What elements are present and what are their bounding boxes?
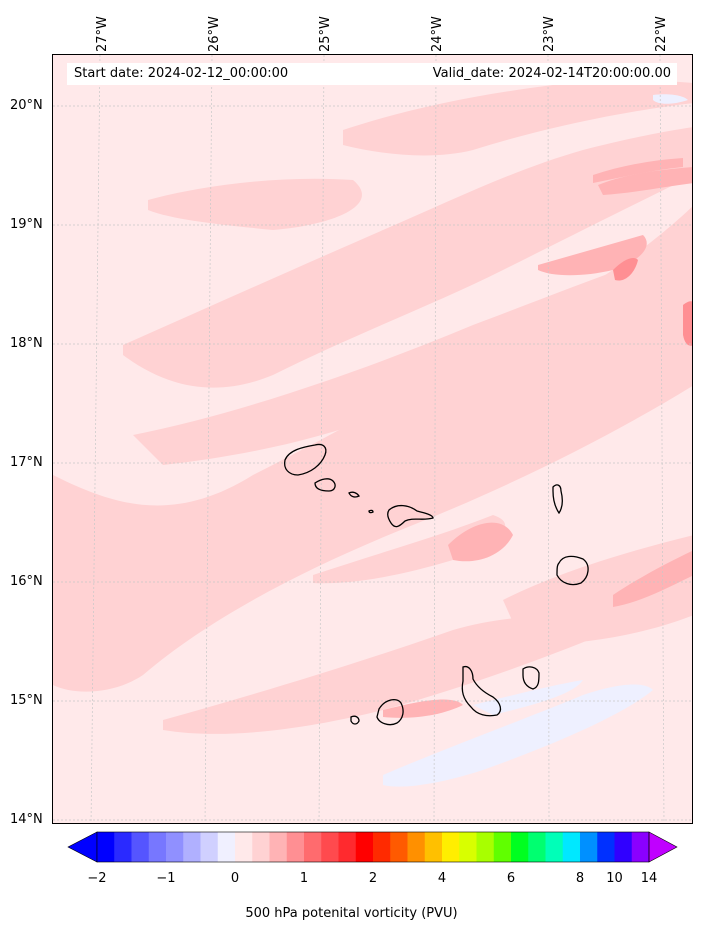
lat-label-18n: 18°N — [10, 336, 43, 351]
island-santo-antao — [283, 443, 327, 476]
info-box — [67, 63, 677, 85]
colorbar-swatch — [442, 832, 460, 862]
colorbar — [67, 831, 678, 863]
colorbar-swatch — [166, 832, 184, 862]
colorbar-swatch — [252, 832, 270, 862]
colorbar-swatch — [424, 832, 443, 862]
colorbar-swatch — [407, 832, 426, 862]
lon-label-25w: 25°W — [318, 16, 333, 52]
colorbar-swatch — [200, 832, 219, 862]
map-frame — [52, 54, 693, 824]
valid-date-text: Valid_date: 2024-02-14T20:00:00.00 — [432, 66, 671, 81]
lat-label-19n: 19°N — [10, 217, 43, 232]
lat-label-17n: 17°N — [10, 455, 43, 470]
colorbar-tick-neg2: −2 — [87, 871, 107, 886]
lon-label-23w: 23°W — [542, 16, 557, 52]
colorbar-swatch — [286, 832, 305, 862]
colorbar-swatch — [597, 832, 615, 862]
island-boa-vista — [556, 555, 589, 586]
pv-field-light — [53, 80, 692, 734]
colorbar-swatch — [338, 832, 357, 862]
colorbar-label: 500 hPa potenital vorticity (PVU) — [245, 906, 458, 921]
colorbar-swatch — [614, 832, 633, 862]
colorbar-swatch — [183, 832, 201, 862]
colorbar-swatch — [476, 832, 495, 862]
island-sao-nicolau — [387, 504, 434, 528]
colorbar-tick-14: 14 — [640, 871, 658, 886]
lat-label-14n: 14°N — [10, 812, 43, 827]
colorbar-tick-neg1: −1 — [156, 871, 176, 886]
colorbar-swatch — [148, 832, 167, 862]
colorbar-swatch — [304, 832, 322, 862]
colorbar-swatch — [562, 832, 581, 862]
lat-label-16n: 16°N — [10, 574, 43, 589]
colorbar-tick-6: 6 — [506, 871, 516, 886]
colorbar-tick-4: 4 — [437, 871, 447, 886]
colorbar-tick-1: 1 — [299, 871, 309, 886]
islands — [283, 443, 589, 726]
colorbar-tick-2: 2 — [368, 871, 378, 886]
colorbar-swatch — [235, 832, 253, 862]
colorbar-tick-10: 10 — [606, 871, 623, 886]
vorticity-field — [53, 55, 692, 823]
lat-label-20n: 20°N — [10, 98, 43, 113]
colorbar-swatch — [269, 832, 288, 862]
graticule — [53, 55, 692, 823]
island-santiago — [461, 665, 502, 717]
island-fogo — [376, 698, 404, 726]
start-date-text: Start date: 2024-02-12_00:00:00 — [74, 66, 289, 81]
island-sao-vicente — [314, 478, 336, 492]
colorbar-tick-8: 8 — [575, 871, 585, 886]
colorbar-swatch — [493, 832, 512, 862]
island-islet — [368, 509, 374, 514]
colorbar-swatch — [528, 832, 546, 862]
lon-label-26w: 26°W — [207, 16, 222, 52]
colorbar-swatch — [373, 832, 391, 862]
colorbar-tick-0: 0 — [230, 871, 240, 886]
colorbar-swatch — [217, 832, 236, 862]
island-sal — [552, 484, 563, 515]
colorbar-swatch — [459, 832, 477, 862]
colorbar-over-arrow — [648, 831, 678, 863]
colorbar-swatch — [631, 832, 650, 862]
lon-label-24w: 24°W — [430, 16, 445, 52]
colorbar-swatch — [511, 832, 529, 862]
colorbar-swatch — [580, 832, 598, 862]
lon-label-22w: 22°W — [654, 16, 669, 52]
colorbar-swatch — [131, 832, 150, 862]
island-maio — [522, 666, 540, 690]
colorbar-swatch — [321, 832, 339, 862]
lat-label-15n: 15°N — [10, 693, 43, 708]
colorbar-border — [96, 831, 650, 863]
colorbar-swatch — [390, 832, 408, 862]
pv-field-strong — [613, 258, 692, 346]
colorbar-swatch — [545, 832, 564, 862]
lon-label-27w: 27°W — [95, 16, 110, 52]
island-brava — [350, 715, 360, 725]
colorbar-swatch — [355, 832, 374, 862]
colorbar-under-arrow — [67, 831, 98, 863]
colorbar-swatch — [114, 832, 132, 862]
island-santa-luzia — [348, 491, 360, 498]
colorbar-swatch — [97, 832, 115, 862]
